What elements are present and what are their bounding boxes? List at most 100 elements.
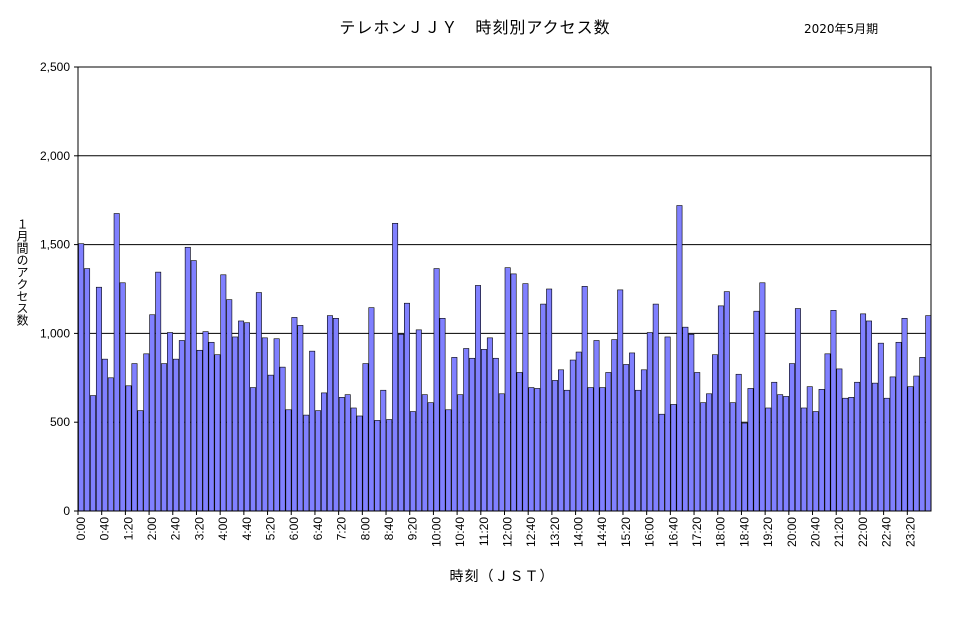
bar (321, 392, 327, 512)
bar (925, 315, 932, 512)
bar (107, 377, 114, 512)
bar (409, 411, 416, 512)
x-tick-label: 12:40 (524, 517, 538, 547)
bar (759, 282, 766, 512)
bar (492, 357, 499, 512)
bar (842, 397, 849, 512)
chart-title: テレホンＪＪＹ 時刻別アクセス数 (339, 18, 611, 37)
bar (421, 394, 428, 512)
bar (386, 419, 393, 512)
bar (522, 283, 529, 512)
x-tick-label: 10:40 (453, 517, 467, 547)
x-tick-label: 6:00 (287, 517, 301, 541)
x-axis-ticks: 0:00 0:40 1:20 2:00 2:40 3:20 4:00 4:40 5:20 6:00… (74, 511, 917, 547)
bar (457, 394, 464, 512)
x-axis-label: 時刻（ＪＳＴ） (449, 569, 555, 585)
bar (587, 387, 594, 512)
bar (415, 329, 422, 512)
bar (178, 340, 185, 512)
bar (552, 380, 559, 512)
bar (546, 288, 553, 512)
y-tick-label: 500 (50, 415, 70, 429)
bar (658, 413, 665, 512)
x-tick-label: 0:40 (98, 517, 112, 541)
bar (481, 349, 487, 512)
bar (895, 341, 902, 512)
x-tick-label: 20:40 (808, 517, 822, 547)
x-tick-label: 22:40 (880, 517, 894, 547)
bar (445, 409, 452, 512)
bar (196, 349, 203, 512)
bar (741, 422, 748, 512)
bar (303, 414, 310, 512)
y-tick-label: 2,000 (40, 149, 70, 163)
bar (439, 317, 446, 512)
bar (652, 303, 659, 512)
bar (907, 386, 914, 512)
bar (640, 369, 647, 512)
bar (534, 388, 541, 512)
x-tick-label: 16:00 (643, 517, 657, 547)
bar (563, 389, 570, 512)
bar (717, 305, 724, 512)
bar (694, 372, 701, 512)
bar (706, 393, 713, 512)
bar (605, 372, 612, 512)
bar (167, 332, 173, 512)
period-label: 2020年5月期 (804, 22, 879, 36)
x-tick-label: 7:20 (335, 517, 349, 541)
bar (427, 402, 434, 512)
bar (712, 354, 718, 512)
bar (723, 291, 730, 512)
bar (516, 372, 523, 512)
bar (824, 353, 831, 512)
bar (273, 338, 280, 512)
bar (700, 402, 707, 512)
x-tick-label: 12:00 (500, 517, 514, 547)
bar (184, 246, 191, 512)
bar (575, 351, 582, 512)
bar (380, 389, 387, 512)
bar (836, 368, 843, 512)
bar (593, 340, 600, 512)
bar (753, 310, 760, 512)
bar (368, 307, 375, 512)
bar (486, 337, 493, 512)
bar (315, 410, 322, 512)
bar (137, 410, 144, 512)
bar (510, 273, 517, 512)
bar (504, 267, 511, 512)
bar (569, 359, 576, 512)
bar (161, 363, 168, 512)
bar (848, 397, 855, 512)
bar (398, 333, 405, 512)
bar (682, 326, 689, 512)
bar (919, 357, 926, 512)
bar (818, 389, 825, 512)
bar (101, 358, 108, 512)
bar (131, 363, 138, 512)
bar (220, 274, 227, 512)
x-tick-label: 8:40 (382, 517, 396, 541)
bar (451, 357, 458, 512)
bar (871, 382, 878, 512)
bar (291, 317, 298, 512)
bar (688, 333, 695, 512)
bar (617, 289, 624, 512)
x-tick-label: 16:40 (666, 517, 680, 547)
x-tick-label: 2:00 (145, 517, 159, 541)
x-tick-label: 5:20 (264, 517, 278, 541)
x-tick-label: 8:00 (358, 517, 372, 541)
x-tick-label: 22:00 (856, 517, 870, 547)
bar (125, 385, 132, 512)
x-tick-label: 14:40 (595, 517, 609, 547)
bar (611, 339, 618, 512)
bar (297, 325, 304, 512)
bar (90, 395, 96, 512)
x-tick-label: 11:20 (477, 517, 491, 546)
bar (232, 336, 239, 512)
bar (498, 393, 505, 512)
bar (190, 260, 197, 512)
bar (267, 374, 274, 512)
bar (238, 320, 245, 512)
